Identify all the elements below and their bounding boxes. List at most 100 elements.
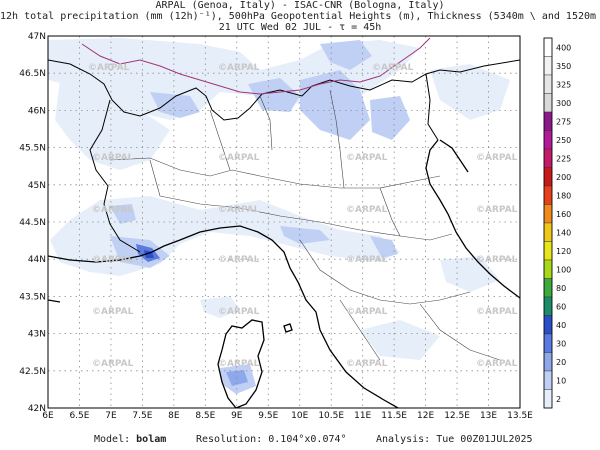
colorbar-label: 400 [556, 43, 571, 52]
lat-tick-label: 46N [28, 106, 46, 116]
arpal-watermark: ©ARPAL [92, 255, 134, 265]
analysis-label: Analysis: [376, 434, 431, 445]
lon-tick-label: 10E [291, 411, 308, 421]
colorbar-label: 180 [556, 191, 571, 200]
arpal-watermark: ©ARPAL [346, 307, 388, 317]
lon-tick-label: 9.5E [258, 411, 278, 421]
lat-tick-label: 44N [28, 255, 46, 265]
lat-tick-label: 46.5N [19, 69, 46, 79]
colorbar-swatch [543, 204, 553, 224]
lon-tick-label: 13.5E [507, 411, 533, 421]
graticule [48, 36, 520, 408]
colorbar-label: 250 [556, 136, 571, 145]
lat-tick-label: 45.5N [19, 144, 46, 154]
lat-tick-label: 47N [28, 32, 46, 42]
colorbar-label: 120 [556, 247, 571, 256]
lon-tick-label: 7E [105, 411, 117, 421]
arpal-watermark: ©ARPAL [476, 153, 518, 163]
header-line-3: 21 UTC Wed 02 JUL - τ = 45h [218, 22, 382, 33]
colorbar-swatch [543, 315, 553, 335]
footer-analysis: Analysis: Tue 00Z01JUL2025 [376, 434, 533, 445]
arpal-watermark: ©ARPAL [372, 63, 414, 73]
colorbar-label: 350 [556, 62, 571, 71]
arpal-watermark: ©ARPAL [476, 307, 518, 317]
lon-tick-label: 6.5E [69, 411, 89, 421]
colorbar-swatch [543, 222, 553, 242]
arpal-watermark: ©ARPAL [218, 359, 260, 369]
colorbar-label: 200 [556, 173, 571, 182]
resolution-label: Resolution: [196, 434, 263, 445]
analysis-value: Tue 00Z01JUL2025 [436, 434, 533, 445]
watermarks: ©ARPAL ©ARPAL ©ARPAL ©ARPAL ©ARPAL ©ARPAL ©ARP… [88, 63, 518, 369]
arpal-watermark: ©ARPAL [476, 205, 518, 215]
longitude-labels: 6E 6.5E 7E 7.5E 8E 8.5E 9E 9.5E 10E 10.5E 11E 11.5E… [42, 411, 533, 421]
footer-model: Model: bolam [94, 434, 166, 445]
lon-tick-label: 8E [168, 411, 180, 421]
colorbar-swatch [543, 37, 553, 57]
colorbar-swatch [543, 130, 553, 150]
colorbar-swatch [543, 185, 553, 205]
colorbar-swatch [543, 278, 553, 298]
resolution-value: 0.104°x0.074° [268, 434, 347, 445]
colorbar-label: 300 [556, 99, 571, 108]
arpal-watermark: ©ARPAL [476, 359, 518, 369]
colorbar-label: 225 [556, 154, 571, 163]
colorbar-swatch [543, 333, 553, 353]
colorbar-label: 325 [556, 80, 571, 89]
colorbar-label: 30 [556, 339, 566, 348]
arpal-watermark: ©ARPAL [218, 255, 260, 265]
model-value: bolam [136, 434, 167, 445]
regional-borders [109, 89, 501, 361]
lon-tick-label: 10.5E [318, 411, 344, 421]
colorbar-label: 2 [556, 395, 561, 404]
lon-tick-label: 11.5E [381, 411, 407, 421]
colorbar-label: 80 [556, 284, 566, 293]
lat-tick-label: 42N [28, 404, 46, 414]
lat-tick-label: 45N [28, 181, 46, 191]
arpal-watermark: ©ARPAL [218, 205, 260, 215]
colorbar-swatch [543, 74, 553, 94]
colorbar-swatch [543, 389, 553, 409]
arpal-watermark: ©ARPAL [92, 153, 134, 163]
arpal-watermark: ©ARPAL [218, 307, 260, 317]
lon-tick-label: 9E [231, 411, 243, 421]
lon-tick-label: 11E [354, 411, 371, 421]
colorbar-label: 100 [556, 265, 571, 274]
arpal-watermark: ©ARPAL [92, 307, 134, 317]
colorbar-swatch [543, 167, 553, 187]
arpal-watermark: ©ARPAL [346, 205, 388, 215]
lon-tick-label: 12E [417, 411, 434, 421]
arpal-watermark: ©ARPAL [92, 359, 134, 369]
colorbar-label: 10 [556, 376, 566, 385]
colorbar-swatch [543, 370, 553, 390]
colorbar-label: 40 [556, 321, 566, 330]
header-line-2: 12h total precipitation (mm (12h)⁻¹), 50… [0, 11, 600, 22]
colorbar-swatch [543, 148, 553, 168]
lat-tick-label: 43N [28, 330, 46, 340]
national-borders [48, 59, 520, 253]
colorbar-label: 60 [556, 302, 566, 311]
lat-tick-label: 44.5N [19, 218, 46, 228]
arpal-watermark: ©ARPAL [92, 205, 134, 215]
colorbar-label: 20 [556, 358, 566, 367]
colorbar: 400 350 325 300 275 250 225 200 180 160 140 120 100 8… [543, 37, 571, 409]
coastline [48, 139, 520, 408]
colorbar-swatch [543, 259, 553, 279]
colorbar-label: 140 [556, 228, 571, 237]
colorbar-label: 275 [556, 117, 571, 126]
lon-tick-label: 6E [42, 411, 54, 421]
thickness-contour [81, 37, 431, 95]
colorbar-label: 160 [556, 210, 571, 219]
colorbar-swatch [543, 241, 553, 261]
lat-tick-label: 43.5N [19, 292, 46, 302]
arpal-watermark: ©ARPAL [88, 63, 130, 73]
arpal-watermark: ©ARPAL [346, 359, 388, 369]
lon-tick-label: 7.5E [132, 411, 152, 421]
colorbar-swatch [543, 352, 553, 372]
lat-tick-label: 42.5N [19, 367, 46, 377]
lon-tick-label: 8.5E [195, 411, 215, 421]
footer-resolution: Resolution: 0.104°x0.074° [196, 434, 347, 445]
arpal-watermark: ©ARPAL [346, 153, 388, 163]
colorbar-frame [543, 37, 553, 409]
